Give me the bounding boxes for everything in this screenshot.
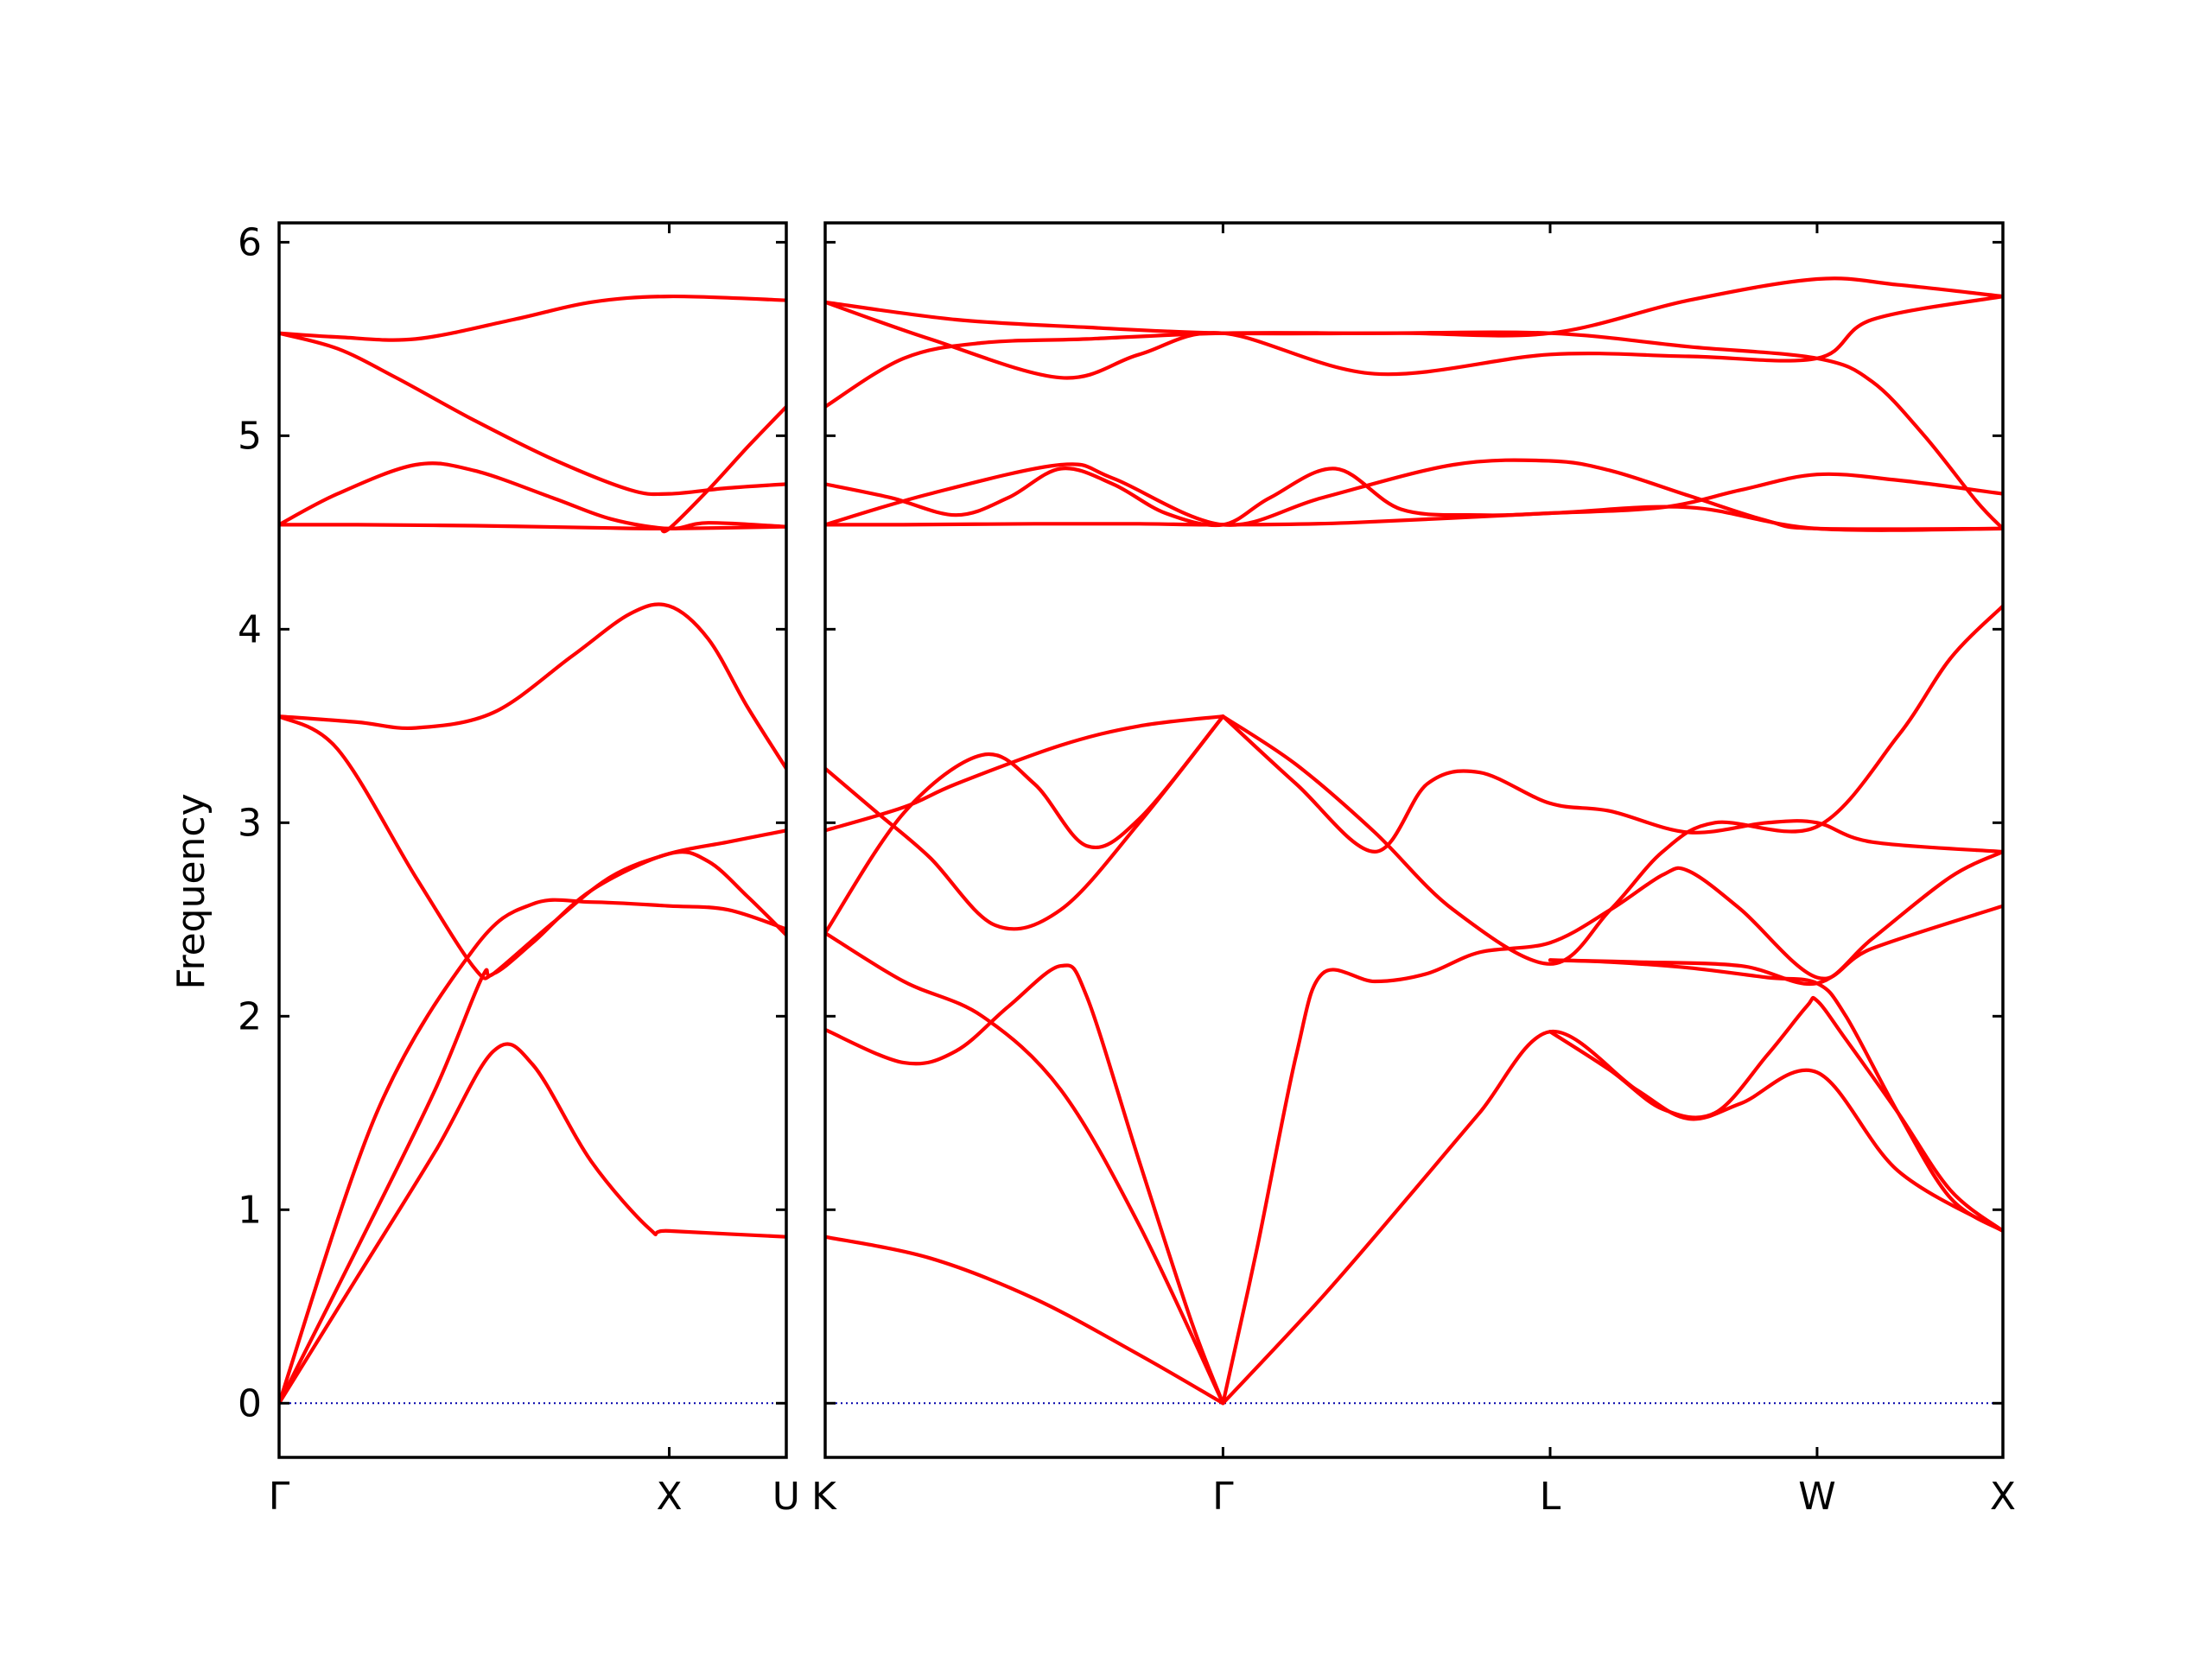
band-line-2-1 bbox=[825, 1235, 1225, 1406]
band-line-1-10 bbox=[659, 404, 786, 534]
band-group bbox=[279, 294, 786, 1406]
band-line-2-15 bbox=[825, 467, 2003, 528]
band-line-2-17 bbox=[825, 330, 2003, 530]
band-line-1-8 bbox=[279, 331, 786, 497]
x-tick-label: X bbox=[1990, 1475, 2016, 1519]
band-line-2-14 bbox=[825, 505, 2003, 532]
band-line-1-9 bbox=[279, 294, 786, 342]
y-tick-label: 1 bbox=[238, 1188, 262, 1232]
x-tick-label: Γ bbox=[269, 1475, 290, 1519]
y-tick-label: 4 bbox=[238, 607, 262, 651]
band-line-2-8 bbox=[825, 714, 1225, 936]
band-line-2-7 bbox=[1221, 604, 2003, 966]
y-tick-label: 5 bbox=[238, 414, 262, 458]
band-line-2-9 bbox=[825, 714, 1225, 833]
band-line-2-13 bbox=[1548, 995, 2003, 1233]
plot-frame bbox=[277, 221, 788, 1459]
band-line-2-2 bbox=[825, 963, 1225, 1406]
band-line-1-6 bbox=[279, 523, 786, 531]
band-line-1-3 bbox=[279, 898, 786, 1406]
y-axis-label: Frequency bbox=[169, 793, 213, 989]
band-line-2-12 bbox=[1548, 849, 2003, 987]
plot-frame bbox=[823, 221, 2005, 1459]
x-tick-label: W bbox=[1798, 1475, 1836, 1519]
band-line-2-19 bbox=[825, 276, 2003, 338]
x-tick-label: U bbox=[772, 1475, 800, 1519]
band-line-1-2 bbox=[279, 828, 786, 1406]
x-tick-label: X bbox=[656, 1475, 682, 1519]
y-tick-label: 6 bbox=[238, 220, 262, 264]
y-tick-label: 3 bbox=[238, 801, 262, 845]
band-line-2-10 bbox=[825, 714, 1225, 931]
x-tick-label: Γ bbox=[1212, 1475, 1234, 1519]
band-line-2-5 bbox=[1221, 866, 2003, 1406]
band-line-2-16 bbox=[825, 458, 2003, 531]
band-line-2-3 bbox=[825, 930, 1225, 1406]
x-tick-label: K bbox=[811, 1475, 837, 1519]
band-line-1-5 bbox=[279, 602, 786, 771]
band-line-2-11 bbox=[1548, 958, 2003, 1233]
band-line-2-18 bbox=[825, 295, 2003, 380]
y-tick-label: 2 bbox=[238, 994, 262, 1038]
panel-1: 0 1 2 3 4 5 6 Γ X U bbox=[238, 220, 800, 1519]
band-line-1-7 bbox=[279, 461, 786, 531]
y-tick-label: 0 bbox=[238, 1381, 262, 1425]
band-line-1-1 bbox=[279, 1042, 786, 1406]
band-line-1-4 bbox=[279, 714, 786, 981]
band-line-2-6 bbox=[1221, 714, 2003, 854]
x-tick-label: L bbox=[1540, 1475, 1561, 1519]
band-group bbox=[825, 276, 2003, 1406]
